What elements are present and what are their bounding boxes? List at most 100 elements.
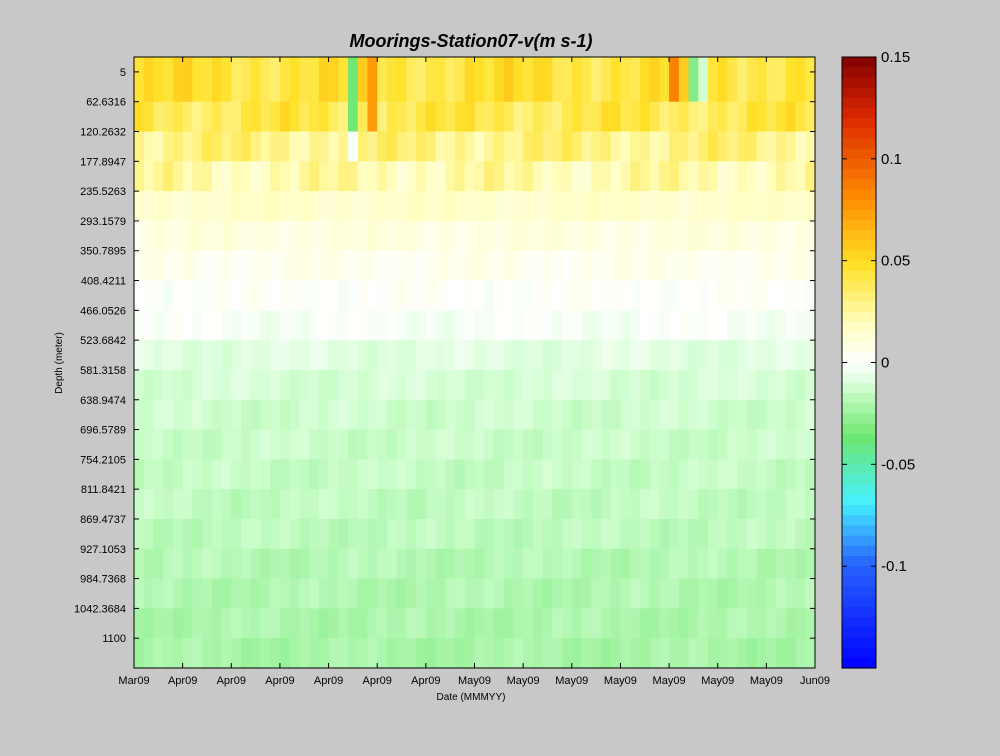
heatmap-cell bbox=[630, 369, 641, 401]
colorbar bbox=[842, 57, 876, 669]
heatmap-cell bbox=[435, 280, 446, 311]
heatmap-cell bbox=[260, 548, 271, 580]
heatmap-cell bbox=[367, 518, 378, 550]
colorbar-swatch bbox=[842, 148, 876, 160]
heatmap-cell bbox=[163, 161, 174, 192]
heatmap-cell bbox=[484, 101, 495, 133]
heatmap-cell bbox=[318, 250, 330, 282]
heatmap-cell bbox=[143, 518, 155, 550]
heatmap-cell bbox=[211, 220, 223, 252]
heatmap-cell bbox=[211, 548, 223, 580]
heatmap-cell bbox=[386, 340, 398, 371]
heatmap-cell bbox=[231, 638, 242, 669]
heatmap-cell bbox=[241, 638, 252, 669]
heatmap-cell bbox=[425, 638, 437, 669]
heatmap-cell bbox=[542, 191, 553, 222]
heatmap-cell bbox=[591, 578, 602, 609]
heatmap-cell bbox=[289, 638, 300, 669]
heatmap-cell bbox=[581, 101, 592, 133]
heatmap-cell bbox=[338, 399, 349, 431]
heatmap-cell bbox=[503, 340, 515, 371]
heatmap-cell bbox=[270, 220, 281, 252]
heatmap-cell bbox=[182, 608, 193, 639]
heatmap-cell bbox=[542, 548, 553, 580]
heatmap-cell bbox=[678, 220, 690, 252]
heatmap-cell bbox=[532, 548, 544, 580]
heatmap-cell bbox=[192, 489, 203, 520]
heatmap-cell bbox=[630, 518, 641, 550]
heatmap-cell bbox=[581, 608, 592, 639]
heatmap-cell bbox=[260, 101, 271, 133]
heatmap-cell bbox=[396, 57, 407, 103]
heatmap-cell bbox=[386, 548, 398, 580]
colorbar-swatch bbox=[842, 250, 876, 262]
heatmap-cell bbox=[163, 608, 174, 639]
heatmap-cell bbox=[523, 280, 534, 311]
heatmap-cell bbox=[523, 578, 534, 609]
heatmap-cell bbox=[435, 131, 446, 162]
heatmap-cell bbox=[756, 101, 767, 133]
heatmap-cell bbox=[386, 429, 398, 460]
heatmap-cell bbox=[386, 280, 398, 311]
heatmap-cell bbox=[542, 399, 553, 431]
heatmap-cell bbox=[464, 489, 476, 520]
heatmap-cell bbox=[279, 310, 291, 341]
colorbar-swatch bbox=[842, 342, 876, 353]
heatmap-cell bbox=[289, 280, 300, 311]
heatmap-cell bbox=[717, 489, 729, 520]
heatmap-cell bbox=[260, 340, 271, 371]
heatmap-cell bbox=[776, 399, 787, 431]
heatmap-cell bbox=[805, 459, 816, 490]
heatmap-cell bbox=[425, 548, 437, 580]
heatmap-cell bbox=[163, 131, 174, 162]
heatmap-cell bbox=[707, 280, 719, 311]
x-tick-label: Apr09 bbox=[217, 675, 246, 687]
heatmap-cell bbox=[435, 399, 446, 431]
heatmap-cell bbox=[649, 459, 660, 490]
heatmap-cell bbox=[279, 131, 291, 162]
heatmap-cell bbox=[639, 608, 651, 639]
heatmap-cell bbox=[396, 399, 407, 431]
heatmap-cell bbox=[270, 429, 281, 460]
colorbar-swatch bbox=[842, 311, 876, 323]
heatmap-cell bbox=[639, 429, 651, 460]
heatmap-cell bbox=[532, 101, 544, 133]
heatmap-cell bbox=[289, 518, 300, 550]
y-tick-label: 1100 bbox=[102, 633, 126, 645]
heatmap-cell bbox=[435, 191, 446, 222]
heatmap-cell bbox=[717, 161, 729, 192]
heatmap-cell bbox=[746, 131, 758, 162]
heatmap-cell bbox=[542, 250, 553, 282]
heatmap-cell bbox=[766, 131, 777, 162]
heatmap-cell bbox=[464, 459, 476, 490]
heatmap-cell bbox=[309, 548, 320, 580]
heatmap-cell bbox=[299, 340, 310, 371]
heatmap-cell bbox=[785, 638, 797, 669]
heatmap-cell bbox=[299, 131, 310, 162]
heatmap-cell bbox=[270, 161, 281, 192]
heatmap-cell bbox=[513, 548, 524, 580]
heatmap-cell bbox=[669, 280, 680, 311]
heatmap-cell bbox=[639, 369, 651, 401]
heatmap-cell bbox=[386, 489, 398, 520]
heatmap-cell bbox=[192, 57, 203, 103]
heatmap-cell bbox=[260, 459, 271, 490]
x-tick-label: May09 bbox=[507, 675, 540, 687]
heatmap-cell bbox=[493, 131, 505, 162]
heatmap-cell bbox=[610, 310, 622, 341]
heatmap-cell bbox=[425, 280, 437, 311]
heatmap-cell bbox=[795, 578, 806, 609]
colorbar-swatch bbox=[842, 97, 876, 109]
heatmap-cell bbox=[620, 310, 631, 341]
heatmap-cell bbox=[260, 399, 271, 431]
heatmap-cell bbox=[659, 310, 670, 341]
heatmap-cell bbox=[464, 638, 476, 669]
colorbar-swatch bbox=[842, 464, 876, 476]
heatmap-cell bbox=[542, 161, 553, 192]
heatmap-cell bbox=[562, 459, 573, 490]
heatmap-cell bbox=[367, 280, 378, 311]
heatmap-cell bbox=[698, 250, 709, 282]
heatmap-cell bbox=[639, 399, 651, 431]
heatmap-cell bbox=[221, 57, 232, 103]
